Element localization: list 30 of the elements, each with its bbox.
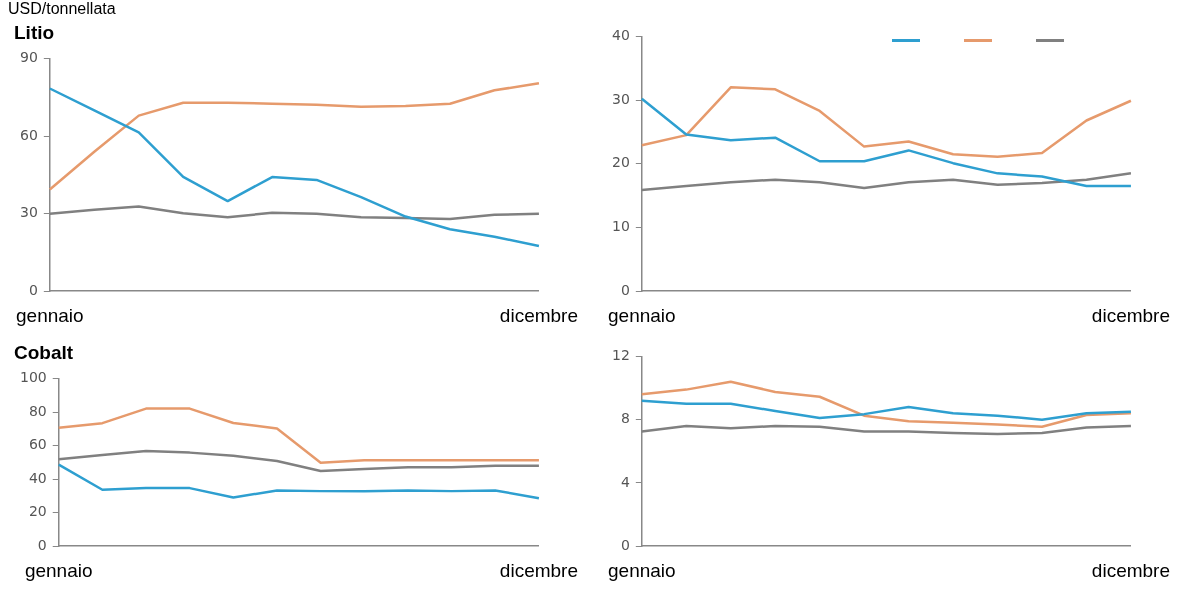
x-tick-label: gennaio	[24, 559, 93, 581]
chart-subtitle: USD/tonnellata	[8, 0, 116, 18]
y-tick-label: 90	[19, 49, 38, 66]
y-tick-label: 0	[620, 536, 630, 553]
chart-title: Litio	[14, 21, 55, 43]
x-tick-label: dicembre	[499, 304, 579, 326]
chart-title: Cobalt	[14, 341, 74, 363]
x-tick-label: gennaio	[608, 559, 676, 581]
y-tick-label: 20	[611, 154, 630, 171]
y-tick-label: 60	[28, 436, 47, 453]
y-tick-label: 30	[611, 90, 630, 107]
y-tick-label: 10	[611, 218, 630, 235]
y-tick-label: 60	[19, 126, 38, 143]
x-tick-label: gennaio	[16, 304, 84, 326]
y-tick-label: 4	[620, 473, 630, 490]
y-tick-label: 0	[37, 536, 47, 553]
y-tick-label: 0	[28, 281, 38, 298]
y-tick-label: 30	[19, 204, 38, 221]
x-tick-label: dicembre	[499, 559, 579, 581]
x-tick-label: dicembre	[1091, 559, 1171, 581]
y-tick-label: 80	[28, 402, 47, 419]
x-tick-label: gennaio	[608, 304, 676, 326]
y-tick-label: 20	[28, 503, 47, 520]
y-tick-label: 8	[620, 410, 630, 427]
y-tick-label: 40	[611, 27, 630, 44]
y-tick-label: 12	[611, 347, 630, 364]
y-tick-label: 100	[19, 369, 47, 386]
x-tick-label: dicembre	[1091, 304, 1171, 326]
y-tick-label: 0	[620, 281, 630, 298]
y-tick-label: 40	[28, 469, 47, 486]
